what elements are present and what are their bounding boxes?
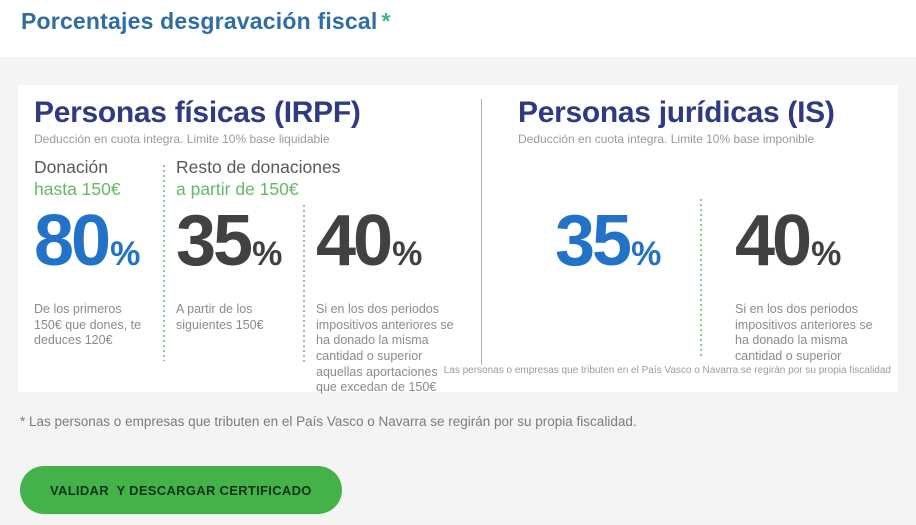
section-divider [481, 99, 482, 365]
stat-number: 40 [735, 201, 812, 281]
stat-number: 80 [34, 201, 111, 281]
donacion-group-title: Donación hasta 150€ [34, 157, 166, 201]
stat-desc: A partir de los siguientes 150€ [176, 302, 264, 332]
page-title: Porcentajes desgravación fiscal * [21, 8, 391, 35]
percent-sign: % [631, 235, 662, 273]
stat-number: 40 [316, 201, 393, 281]
stat-80-percent: 80% De los primeros 150€ que dones, te d… [34, 203, 152, 349]
stat-value: 35% [555, 203, 685, 292]
dotted-divider [303, 205, 305, 363]
resto-group-line2: a partir de 150€ [176, 178, 299, 199]
resto-group-line1: Resto de donaciones [176, 157, 341, 177]
tax-percentages-card: Personas físicas (IRPF) Deducción en cuo… [18, 85, 898, 394]
stat-desc: Si en los dos periodos impositivos anter… [735, 302, 873, 363]
juridicas-note: Las personas o empresas que tributen en … [443, 365, 891, 376]
stat-value: 40% [735, 203, 887, 292]
page-title-text: Porcentajes desgravación fiscal [21, 8, 378, 34]
stat-value: 80% [34, 203, 152, 292]
resto-group-title: Resto de donaciones a partir de 150€ [176, 157, 466, 201]
page-header [0, 0, 916, 57]
dotted-divider [163, 165, 165, 361]
stat-number: 35 [555, 201, 632, 281]
donacion-group-line1: Donación [34, 157, 108, 177]
stat-desc: De los primeros 150€ que dones, te deduc… [34, 302, 142, 348]
title-asterisk: * [381, 8, 391, 34]
stat-35-percent-fisicas: 35% A partir de los siguientes 150€ [176, 203, 298, 333]
stat-40-percent-fisicas: 40% Si en los dos periodos impositivos a… [316, 203, 454, 396]
fisicas-subheading: Deducción en cuota integra. Limite 10% b… [34, 132, 330, 146]
stat-number: 35 [176, 201, 253, 281]
percent-sign: % [252, 235, 283, 273]
percent-sign: % [392, 235, 423, 273]
stat-40-percent-juridicas: 40% Si en los dos periodos impositivos a… [735, 203, 887, 365]
validate-download-button[interactable]: VALIDAR Y DESCARGAR CERTIFICADO [20, 466, 342, 514]
percent-sign: % [811, 235, 842, 273]
stat-value: 40% [316, 203, 454, 292]
stat-desc: Si en los dos periodos impositivos anter… [316, 302, 454, 395]
donacion-group-line2: hasta 150€ [34, 178, 121, 199]
stat-value: 35% [176, 203, 298, 292]
juridicas-subheading: Deducción en cuota integra. Limite 10% b… [518, 132, 815, 146]
fisicas-heading: Personas físicas (IRPF) [34, 96, 361, 129]
dotted-divider [700, 199, 702, 357]
juridicas-heading: Personas jurídicas (IS) [518, 96, 835, 129]
footnote: * Las personas o empresas que tributen e… [20, 414, 637, 429]
percent-sign: % [110, 235, 141, 273]
stat-35-percent-juridicas: 35% [555, 203, 685, 292]
